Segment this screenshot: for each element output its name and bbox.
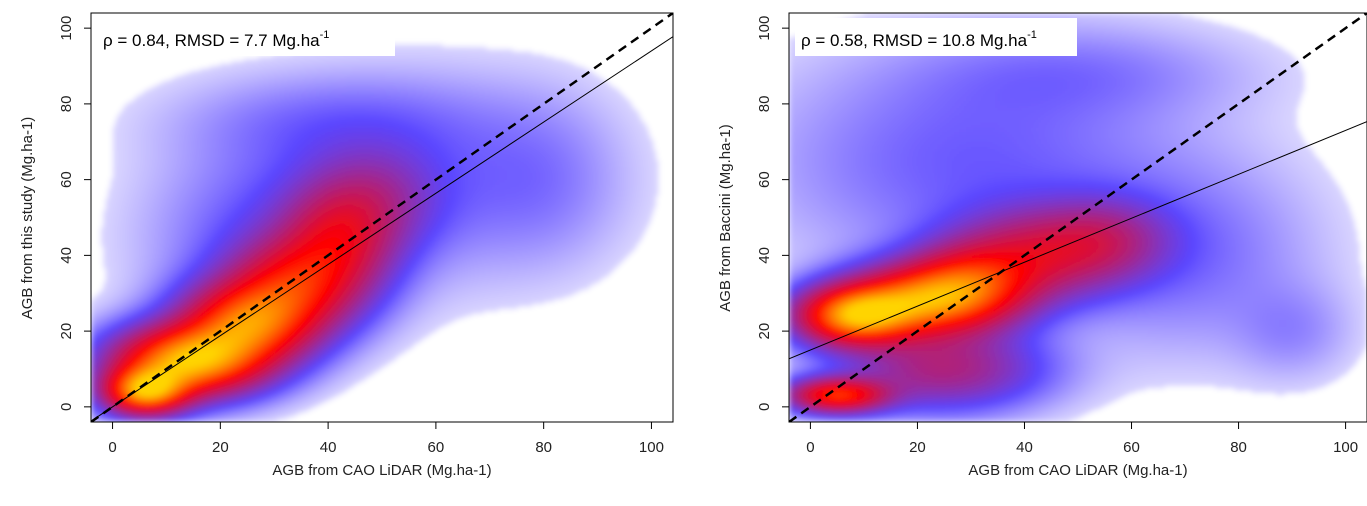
y-axis: 0 20 40 60 80 100 — [58, 16, 91, 411]
annotation-stats-text: ρ = 0.84, RMSD = 7.7 Mg.ha — [103, 31, 320, 50]
y-axis: 0 20 40 60 80 100 — [756, 16, 789, 411]
x-axis-label: AGB from CAO LiDAR (Mg.ha-1) — [272, 462, 491, 479]
y-tick-label: 20 — [58, 323, 75, 340]
y-tick-label: 60 — [58, 171, 75, 188]
y-axis-label: AGB from this study (Mg.ha-1) — [19, 117, 36, 320]
regression-line — [789, 121, 1367, 360]
panel-right-density-scatter: 0 20 40 60 80 100 0 20 40 60 80 100 ρ = 0.58, RMSD… — [717, 12, 1367, 479]
x-axis: 0 20 40 60 80 100 — [806, 422, 1358, 456]
regression-line — [91, 36, 673, 422]
y-tick-label: 0 — [756, 403, 773, 411]
x-tick-label: 40 — [1016, 439, 1033, 456]
one-to-one-dashed-line — [789, 13, 1367, 422]
x-tick-label: 60 — [1123, 439, 1140, 456]
x-tick-label: 20 — [212, 439, 229, 456]
x-tick-label: 100 — [639, 439, 664, 456]
x-tick-label: 0 — [806, 439, 814, 456]
x-tick-label: 60 — [428, 439, 445, 456]
y-tick-label: 100 — [756, 16, 773, 41]
annotation-stats-text: ρ = 0.58, RMSD = 10.8 Mg.ha — [801, 31, 1028, 50]
y-tick-label: 80 — [58, 96, 75, 113]
y-axis-label: AGB from Baccini (Mg.ha-1) — [717, 124, 734, 312]
annotation-stats: ρ = 0.84, RMSD = 7.7 Mg.ha-1 — [103, 29, 329, 50]
x-tick-label: 40 — [320, 439, 337, 456]
y-tick-label: 60 — [756, 171, 773, 188]
y-tick-label: 40 — [756, 247, 773, 264]
x-tick-label: 80 — [535, 439, 552, 456]
annotation-stats-sup: -1 — [1027, 29, 1037, 41]
annotation-stats: ρ = 0.58, RMSD = 10.8 Mg.ha-1 — [801, 29, 1037, 50]
x-tick-label: 0 — [108, 439, 116, 456]
x-tick-label: 80 — [1230, 439, 1247, 456]
plot-frame — [90, 12, 674, 423]
plot-frame — [788, 12, 1367, 423]
annotation-stats-sup: -1 — [320, 29, 330, 41]
y-tick-label: 20 — [756, 323, 773, 340]
y-tick-label: 100 — [58, 16, 75, 41]
x-tick-label: 20 — [909, 439, 926, 456]
y-tick-label: 80 — [756, 96, 773, 113]
x-axis: 0 20 40 60 80 100 — [108, 422, 664, 456]
x-axis-label: AGB from CAO LiDAR (Mg.ha-1) — [968, 462, 1187, 479]
y-tick-label: 40 — [58, 247, 75, 264]
y-tick-label: 0 — [58, 403, 75, 411]
annotation-box — [97, 18, 395, 56]
panel-left-density-scatter: 0 20 40 60 80 100 0 20 40 60 80 100 ρ = 0.84, RMSD… — [19, 12, 674, 479]
x-tick-label: 100 — [1333, 439, 1358, 456]
one-to-one-dashed-line — [91, 13, 673, 422]
annotation-box — [795, 18, 1077, 56]
